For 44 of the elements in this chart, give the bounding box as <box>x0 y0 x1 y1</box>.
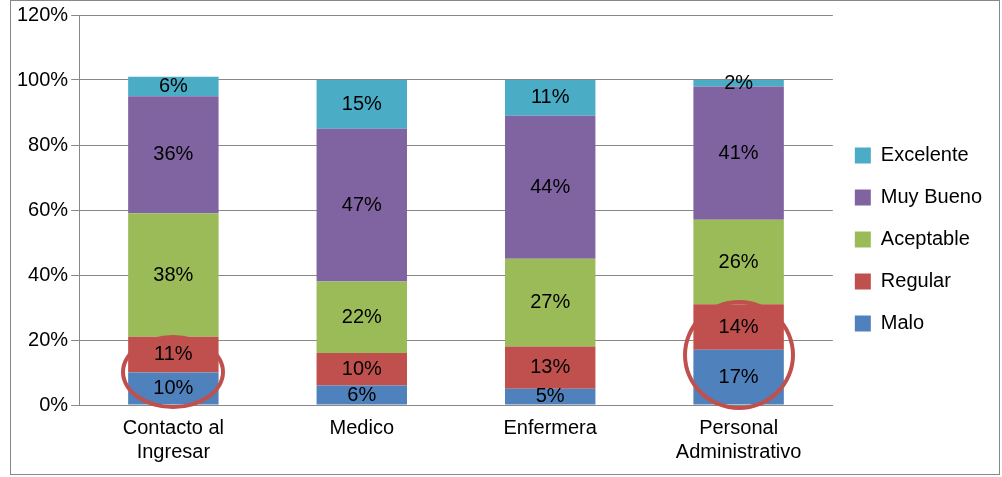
data-label: 11% <box>154 342 193 365</box>
bar <box>504 80 596 116</box>
data-label: 41% <box>718 140 759 163</box>
data-label: 26% <box>718 249 759 272</box>
data-label: 22% <box>341 304 383 327</box>
data-label: 10% <box>341 356 383 379</box>
data-label: 47% <box>341 192 383 215</box>
data-label: 38% <box>153 262 194 285</box>
data-label: 6% <box>347 382 377 405</box>
data-label: 17% <box>718 364 759 387</box>
bar <box>316 80 407 129</box>
legend-label: Aceptable <box>880 227 970 250</box>
bar <box>316 128 407 282</box>
data-label: 14% <box>718 314 759 337</box>
data-label: 27% <box>530 290 571 313</box>
legend-label: Excelente <box>880 143 969 166</box>
y-tick-label: 40% <box>28 262 69 285</box>
data-label: 36% <box>153 142 194 165</box>
x-tick-label: Personal Administrativo <box>675 415 802 462</box>
bar <box>504 115 596 259</box>
x-tick-label: Medico <box>329 415 395 438</box>
data-label: 13% <box>530 355 571 378</box>
bar <box>316 353 407 386</box>
bar <box>504 346 596 389</box>
legend-label: Regular <box>880 269 952 292</box>
data-label: 10% <box>153 376 194 399</box>
bar <box>504 258 596 347</box>
data-label: 6% <box>158 74 189 97</box>
y-tick-label: 20% <box>28 327 69 350</box>
data-label: 15% <box>341 91 383 114</box>
x-tick-label: Enfermera <box>503 415 598 438</box>
bar <box>128 96 219 214</box>
y-tick-label: 120% <box>17 2 69 25</box>
data-label: 11% <box>530 85 570 108</box>
y-tick-label: 80% <box>28 132 69 155</box>
y-tick-label: 0% <box>39 392 69 415</box>
x-tick-label: Contacto al Ingresar <box>122 415 224 462</box>
y-tick-label: 60% <box>28 197 69 220</box>
data-label: 44% <box>530 174 571 197</box>
data-label: 5% <box>535 384 565 407</box>
y-tick-label: 100% <box>17 67 69 90</box>
bar <box>316 281 407 353</box>
legend-label: Malo <box>880 311 925 334</box>
legend-label: Muy Bueno <box>880 185 982 208</box>
